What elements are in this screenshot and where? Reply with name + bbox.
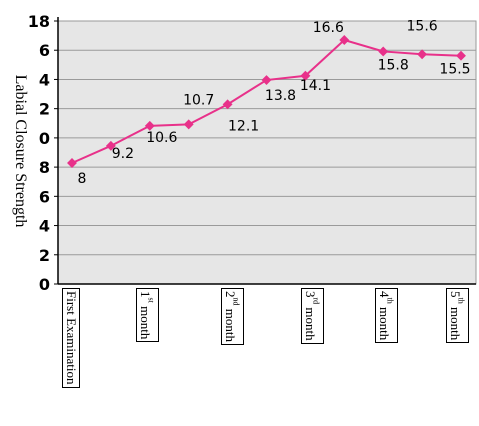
y-tick-label: 0 [39, 129, 50, 148]
x-category-label: First Examination [62, 288, 80, 388]
x-category-label: 3rd month [301, 288, 325, 344]
x-category-label-rest: month [448, 303, 463, 341]
x-category-label-rest: month [138, 302, 153, 340]
x-category-label-base: 2 [223, 291, 238, 298]
data-label: 15.8 [378, 57, 409, 73]
y-tick-label: 4 [39, 70, 50, 89]
data-label: 14.1 [300, 78, 331, 94]
x-category-label-rest: month [223, 305, 238, 342]
x-category-label: 1st month [136, 288, 160, 343]
x-category-label: 2nd month [221, 288, 245, 345]
y-tick-label: 0 [39, 275, 50, 294]
data-label: 10.7 [183, 92, 214, 108]
y-tick-label: 6 [39, 41, 50, 60]
y-axis-ticks: 0 2 4 6 8 0 2 4 6 18 [28, 12, 58, 294]
x-category-label-base: 4 [377, 291, 392, 298]
data-label: 15.5 [439, 62, 470, 78]
y-axis-label: Labial Closure Strength [12, 74, 29, 228]
data-label: 15.6 [407, 18, 438, 34]
x-category-label-suffix: th [456, 297, 466, 304]
data-point [222, 99, 233, 110]
x-category-label-rest: month [303, 304, 318, 341]
x-category-label-suffix: nd [231, 297, 241, 306]
x-category-label-base: 3 [303, 291, 318, 298]
data-point [144, 120, 155, 131]
y-tick-label: 4 [39, 217, 50, 236]
y-tick-label: 2 [39, 100, 50, 119]
y-tick-label: 2 [39, 246, 50, 265]
x-category-label-base: First Examination [64, 291, 79, 385]
data-point [67, 158, 77, 168]
x-category-label-suffix: st [146, 297, 156, 303]
x-category-label-suffix: th [385, 297, 395, 304]
x-category-label: 5th month [446, 288, 470, 344]
data-label: 9.2 [112, 146, 134, 162]
x-category-label-suffix: rd [311, 297, 321, 305]
x-category-label-rest: month [377, 303, 392, 341]
x-category-label-base: 5 [448, 291, 463, 298]
data-label: 12.1 [228, 118, 259, 134]
data-label: 10.6 [146, 130, 177, 146]
data-labels: 8 9.2 10.6 10.7 12.1 13.814.1 16.6 15.8 15.6 15.5 [78, 18, 471, 187]
plot-area [57, 20, 477, 285]
y-tick-label: 18 [28, 12, 50, 31]
x-category-label-base: 1 [138, 291, 153, 298]
y-tick-label: 6 [39, 187, 50, 206]
data-point [183, 119, 194, 130]
data-label: 8 [78, 171, 87, 187]
data-point [105, 140, 116, 151]
y-tick-label: 8 [39, 158, 50, 177]
x-category-label: 4th month [375, 288, 399, 344]
axes [57, 17, 476, 285]
data-label: 13.8 [265, 88, 296, 104]
data-label: 16.6 [313, 20, 344, 36]
